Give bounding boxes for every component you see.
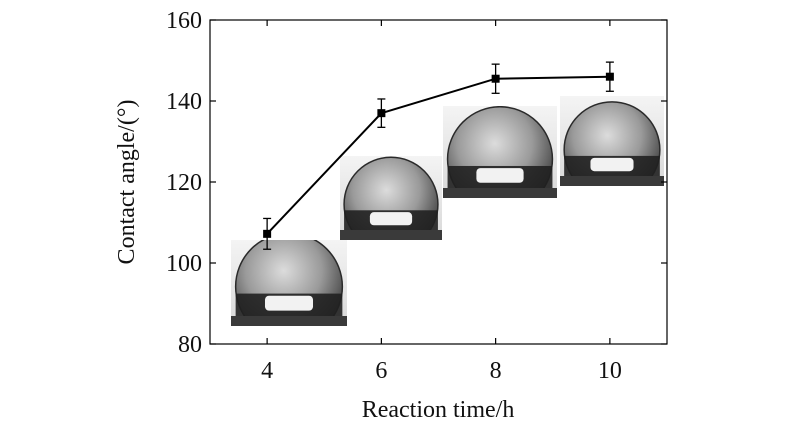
droplet-photo-10h — [560, 96, 664, 186]
x-axis-label: Reaction time/h — [362, 397, 515, 423]
y-tick-label: 80 — [178, 332, 202, 358]
droplet-photo-6h — [340, 156, 442, 240]
data-point — [491, 74, 500, 83]
axis-ticks: 80 100 120 140 160 4 6 8 10 — [166, 8, 667, 384]
y-tick-label: 160 — [166, 8, 202, 34]
data-point — [605, 72, 614, 81]
substrate — [560, 176, 664, 186]
water-droplet — [234, 240, 344, 316]
water-droplet — [343, 156, 439, 230]
y-tick-label: 120 — [166, 170, 202, 196]
substrate — [443, 188, 557, 198]
substrate — [340, 230, 442, 240]
water-droplet — [446, 106, 554, 188]
x-tick-label: 6 — [375, 358, 387, 384]
substrate — [231, 316, 347, 326]
water-droplet — [563, 101, 661, 176]
y-tick-label: 140 — [166, 89, 202, 115]
droplet-photo-8h — [443, 106, 557, 198]
data-point — [377, 109, 386, 118]
y-axis-label: Contact angle/(°) — [114, 100, 140, 265]
data-series — [263, 61, 614, 250]
y-tick-label: 100 — [166, 251, 202, 277]
series-line — [266, 75, 610, 235]
x-tick-label: 4 — [261, 358, 273, 384]
x-tick-label: 10 — [598, 358, 622, 384]
x-tick-label: 8 — [490, 358, 502, 384]
data-point — [263, 229, 272, 238]
droplet-photos — [231, 96, 664, 326]
droplet-photo-4h — [231, 240, 347, 326]
